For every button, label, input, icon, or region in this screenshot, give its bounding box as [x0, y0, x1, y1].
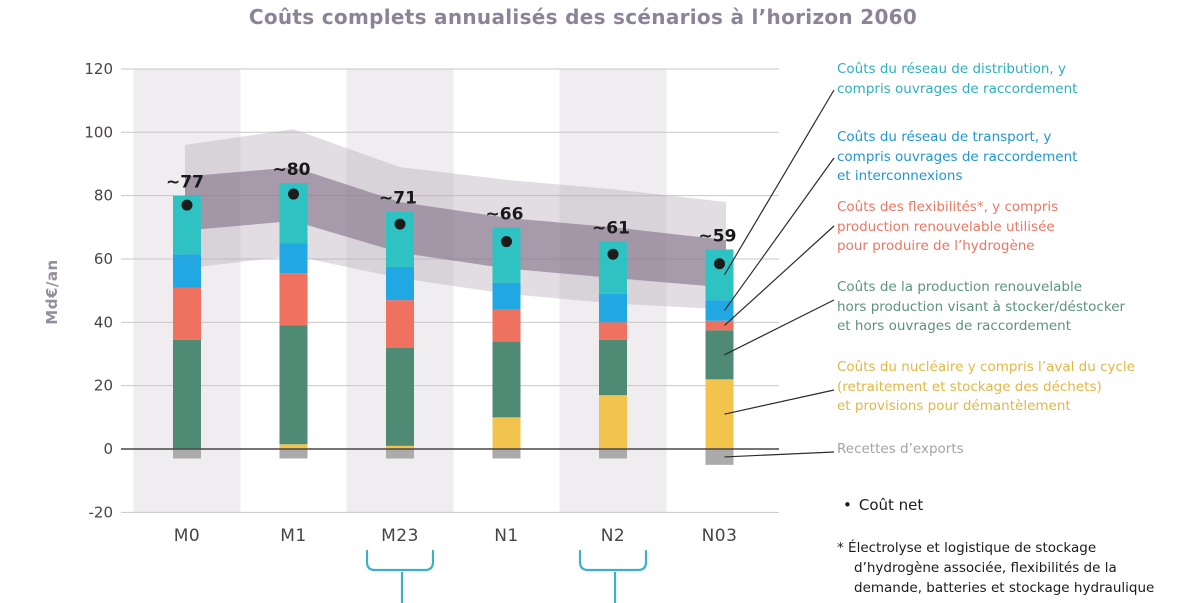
uncertainty-band-inner [185, 167, 726, 288]
bar-segment-N1-0 [492, 449, 521, 459]
bar-segment-M23-1 [386, 445, 414, 449]
y-axis-tick-100: 100 [84, 123, 113, 141]
y-axis-tick-120: 120 [84, 60, 113, 78]
x-axis-label-N2: N2 [601, 526, 626, 546]
brace-M23 [365, 549, 435, 572]
y-axis-tick--20: -20 [89, 503, 114, 521]
bar-segment-N03-5 [705, 249, 734, 301]
x-axis-label-M1: M1 [280, 526, 306, 546]
callout-line-3 [724, 299, 835, 356]
footnote: * Électrolyse et logistique de stockage … [837, 540, 1155, 596]
callout-line-2 [724, 225, 835, 326]
net-label-M1: ~80 [273, 160, 311, 180]
legend-item-2: Coûts des flexibilités*, y compris produ… [837, 199, 1059, 254]
bar-segment-M0-4 [173, 254, 201, 288]
bar-segment-M23-0 [386, 449, 414, 459]
callout-line-4 [724, 389, 835, 415]
callout-line-0 [723, 89, 835, 276]
net-dot-N1 [501, 236, 512, 248]
y-axis-tick-60: 60 [94, 250, 113, 268]
bar-segment-N1-1 [492, 417, 521, 449]
x-axis-label-N1: N1 [494, 526, 519, 546]
y-axis-tick-80: 80 [94, 187, 113, 205]
bar-segment-N2-2 [599, 339, 627, 396]
net-dot-N2 [607, 248, 619, 260]
bar-segment-M1-0 [279, 449, 308, 459]
net-label-N1: ~66 [486, 204, 524, 224]
y-axis-tick-20: 20 [94, 377, 113, 395]
callout-line-5 [724, 451, 835, 458]
bar-segment-N2-0 [599, 449, 627, 459]
bar-segment-M0-2 [173, 339, 201, 449]
bar-segment-M23-4 [386, 266, 414, 301]
y-axis-tick-0: 0 [103, 440, 113, 458]
bar-segment-N2-4 [599, 293, 627, 323]
net-label-N03: ~59 [699, 226, 737, 246]
net-label-N2: ~61 [592, 219, 630, 239]
chart-title: Coûts complets annualisés des scénarios … [248, 5, 918, 29]
bar-segment-M23-2 [386, 347, 414, 446]
bar-segment-N1-4 [492, 282, 521, 310]
net-legend-label: Coût net [858, 496, 924, 514]
x-axis-label-M0: M0 [174, 526, 200, 546]
bar-segment-M0-0 [173, 449, 201, 459]
legend-item-4: Coûts du nucléaire y compris l’aval du c… [837, 359, 1135, 414]
legend-item-1: Coûts du réseau de transport, y compris … [837, 129, 1078, 184]
bar-segment-M23-3 [386, 300, 414, 348]
bar-segment-N03-0 [705, 449, 734, 465]
x-axis-label-M23: M23 [381, 526, 419, 546]
bar-segment-M1-4 [279, 243, 308, 274]
bar-segment-N03-2 [705, 330, 734, 380]
bar-segment-M1-2 [279, 325, 308, 445]
bar-segment-N1-2 [492, 341, 521, 418]
net-dot-N03 [714, 258, 725, 270]
bar-segment-M0-3 [173, 287, 201, 340]
bar-segment-N03-1 [705, 379, 734, 449]
x-axis-label-N03: N03 [702, 526, 738, 546]
legend-item-0: Coûts du réseau de distribution, y compr… [837, 61, 1078, 97]
bar-segment-M1-3 [279, 273, 308, 326]
net-label-M23: ~71 [379, 188, 417, 208]
bar-segment-M1-1 [279, 444, 308, 449]
bar-segment-N2-1 [599, 395, 627, 449]
bar-segment-N2-3 [599, 322, 627, 340]
net-legend: • Coût net [843, 496, 923, 514]
legend-item-3: Coûts de la production renouvelable hors… [837, 279, 1126, 334]
bar-segment-N03-4 [705, 300, 734, 321]
net-dot-M1 [288, 188, 299, 200]
callout-line-1 [724, 157, 835, 311]
legend-item-5: Recettes d’exports [837, 441, 964, 457]
y-axis-tick-40: 40 [94, 313, 113, 331]
net-dot-M23 [394, 218, 406, 230]
y-axis-title: Md€/an [43, 259, 61, 324]
bar-segment-N03-3 [705, 320, 734, 331]
net-dot-icon: • [843, 496, 852, 514]
net-dot-M0 [181, 199, 193, 211]
net-label-M0: ~77 [166, 173, 204, 193]
bar-segment-N1-5 [492, 227, 521, 283]
bar-segment-N1-3 [492, 309, 521, 342]
brace-N2 [578, 549, 648, 572]
